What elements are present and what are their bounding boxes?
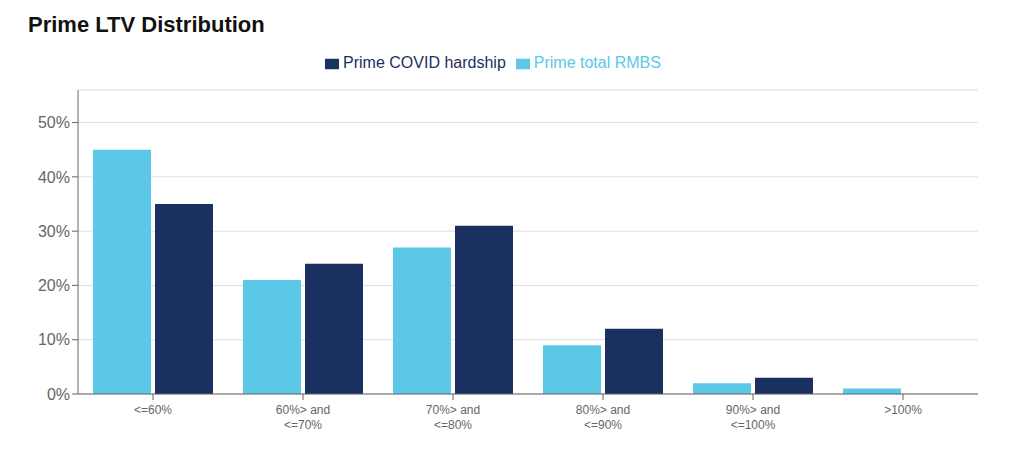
svg-text:50%: 50% xyxy=(38,114,70,131)
svg-text:30%: 30% xyxy=(38,223,70,240)
svg-text:70%> and<=80%: 70%> and<=80% xyxy=(426,403,480,432)
svg-text:10%: 10% xyxy=(38,331,70,348)
html-text:Prime LTV Distribution: Prime LTV Distribution xyxy=(28,12,265,37)
svg-text:60%> and<=70%: 60%> and<=70% xyxy=(276,403,330,432)
svg-text:>100%: >100% xyxy=(884,403,922,417)
html-text:Prime total RMBS: Prime total RMBS xyxy=(533,54,661,71)
svg-text:40%: 40% xyxy=(38,169,70,186)
svg-text:0%: 0% xyxy=(47,386,70,403)
html-text:Prime COVID hardship: Prime COVID hardship xyxy=(343,54,506,71)
svg-text:90%> and<=100%: 90%> and<=100% xyxy=(726,403,780,432)
svg-text:<=60%: <=60% xyxy=(134,403,172,417)
svg-text:20%: 20% xyxy=(38,277,70,294)
svg-text:80%> and<=90%: 80%> and<=90% xyxy=(576,403,630,432)
